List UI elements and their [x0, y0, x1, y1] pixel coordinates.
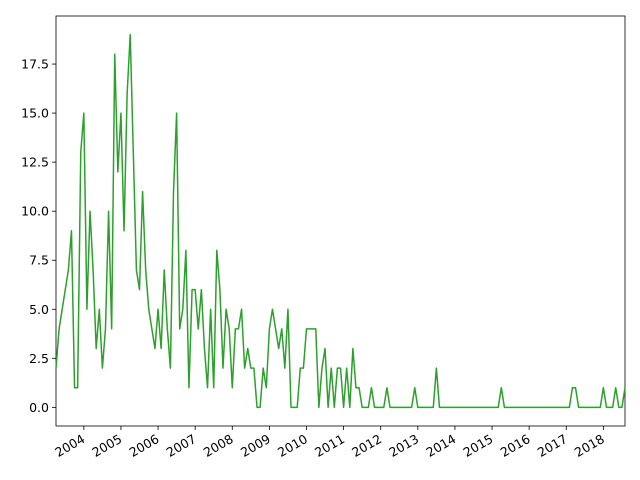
- y-tick-label: 5.0: [29, 302, 49, 317]
- y-tick-label: 17.5: [21, 57, 49, 72]
- y-tick-label: 7.5: [29, 253, 49, 268]
- x-tick-label: 2009: [238, 431, 273, 460]
- x-tick-label: 2017: [535, 431, 570, 460]
- data-line: [55, 33, 626, 409]
- x-tick-label: 2014: [423, 431, 458, 460]
- x-tick-label: 2012: [349, 431, 384, 460]
- x-tick-label: 2004: [52, 431, 87, 460]
- x-tick-label: 2010: [275, 431, 310, 460]
- y-tick-label: 0.0: [29, 400, 49, 415]
- x-tick-label: 2015: [460, 431, 495, 460]
- x-tick-label: 2006: [127, 431, 162, 460]
- y-tick-label: 10.0: [21, 204, 49, 219]
- y-tick-label: 15.0: [21, 106, 49, 121]
- x-tick-label: 2016: [498, 431, 533, 460]
- x-tick-label: 2011: [312, 431, 347, 460]
- x-tick-label: 2018: [572, 431, 607, 460]
- x-tick-label: 2007: [164, 431, 199, 460]
- x-tick-label: 2013: [386, 431, 421, 460]
- plot-frame: [55, 15, 626, 427]
- y-tick-label: 2.5: [29, 351, 49, 366]
- x-tick-label: 2005: [89, 431, 124, 460]
- x-tick-label: 2008: [201, 431, 236, 460]
- y-tick-label: 12.5: [21, 155, 49, 170]
